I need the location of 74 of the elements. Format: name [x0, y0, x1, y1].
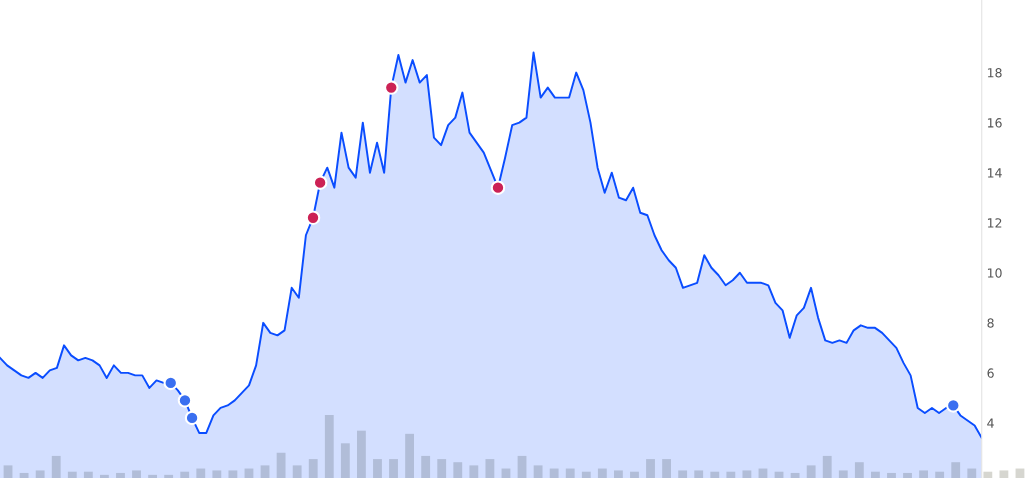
bar [276, 452, 286, 478]
bar [99, 474, 109, 478]
bar [292, 465, 302, 478]
bar [196, 468, 206, 478]
bar [83, 471, 93, 478]
bar [19, 472, 29, 478]
bar [517, 455, 527, 478]
bar [148, 474, 158, 478]
point [946, 398, 961, 413]
bar [67, 471, 77, 478]
y-tick-label: 12 [987, 218, 1002, 228]
bar [903, 472, 912, 478]
bar [710, 471, 720, 478]
bar [919, 470, 929, 478]
bar [822, 455, 832, 478]
y-tick-label: 6 [987, 368, 994, 378]
bar [389, 459, 398, 478]
bar [132, 470, 141, 478]
y-tick-label: 16 [987, 118, 1002, 128]
bar [324, 414, 334, 478]
bar [421, 455, 431, 478]
point [184, 410, 200, 426]
bar [983, 471, 993, 478]
bar [565, 468, 575, 478]
bar [951, 462, 961, 478]
bar [742, 470, 752, 478]
bar [35, 470, 45, 478]
bar [646, 459, 655, 478]
point [490, 180, 506, 195]
bar [694, 470, 704, 478]
bar [437, 459, 447, 478]
point [177, 393, 193, 408]
bar [887, 472, 896, 478]
bar [678, 470, 688, 478]
bar [469, 465, 479, 478]
bar [212, 470, 222, 478]
bar [405, 433, 415, 478]
bar [533, 465, 543, 478]
bar [373, 459, 382, 478]
bar [485, 459, 495, 478]
bar [967, 468, 977, 478]
bar [549, 468, 559, 478]
bar [356, 430, 366, 478]
bar [662, 459, 672, 478]
bar [999, 470, 1009, 478]
bar [613, 470, 623, 478]
y-tick-label: 10 [987, 268, 1002, 278]
y-tick-label: 4 [987, 418, 994, 428]
bar [630, 471, 639, 478]
bar [453, 462, 463, 478]
y-tick-label: 18 [987, 68, 1002, 78]
bar [870, 471, 880, 478]
bar [308, 459, 318, 478]
bar [340, 443, 350, 478]
bar [790, 472, 800, 478]
y-tick-label: 14 [987, 168, 1002, 178]
point [384, 80, 399, 95]
bar [854, 462, 864, 478]
bar [164, 474, 174, 478]
bar [581, 471, 591, 478]
bar [935, 471, 945, 478]
bar [228, 470, 238, 478]
bar [180, 471, 190, 478]
point [305, 210, 321, 225]
bar [51, 455, 61, 478]
bar [3, 465, 13, 478]
bar [116, 472, 125, 478]
y-tick-label: 8 [987, 318, 994, 328]
bar [806, 465, 816, 478]
point [163, 375, 178, 391]
bar [838, 470, 848, 478]
bar [726, 471, 736, 478]
bar [260, 465, 270, 478]
bar [597, 468, 607, 478]
